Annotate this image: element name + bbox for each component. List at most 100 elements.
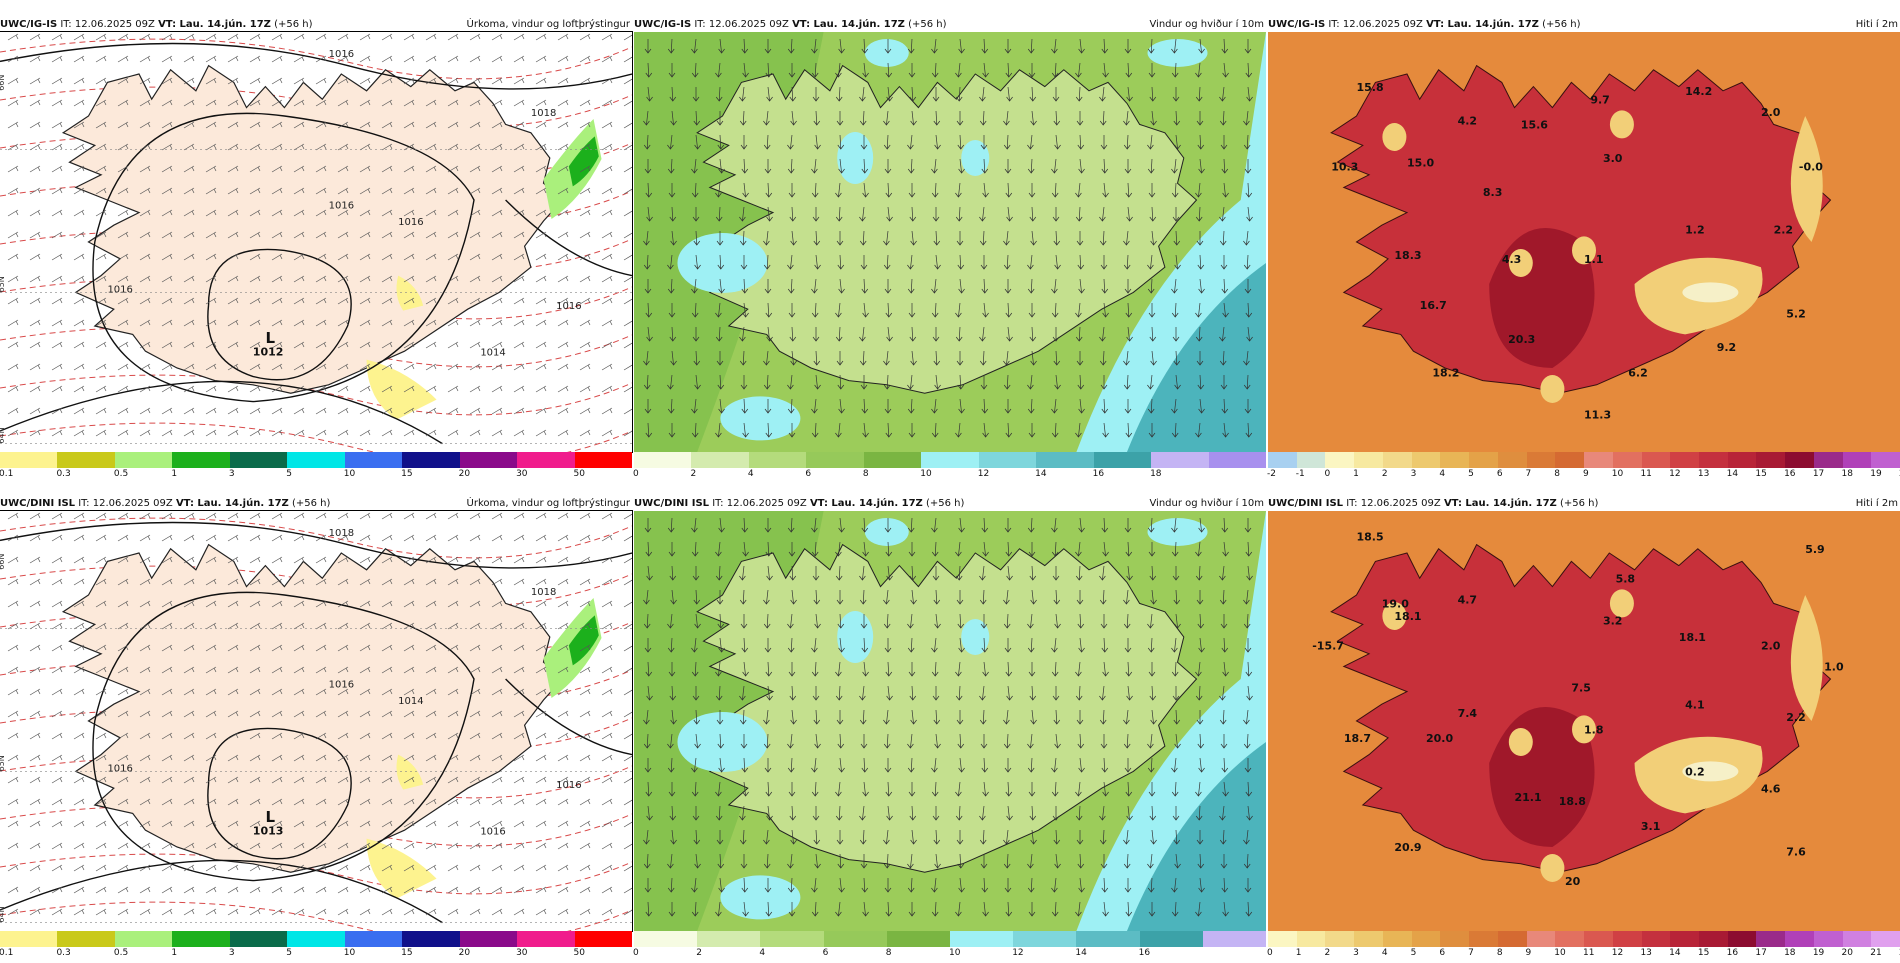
wind-zone	[1126, 263, 1266, 452]
glacier-zone	[1508, 728, 1533, 756]
wind-barb	[7, 209, 19, 217]
wind-arrow	[836, 710, 844, 725]
wind-arrow	[812, 806, 820, 821]
wind-barb	[95, 622, 107, 630]
wind-arrow	[979, 565, 986, 581]
wind-barb	[601, 556, 613, 564]
wind-barb	[469, 622, 481, 630]
wind-barb	[73, 776, 85, 784]
wind-barb	[315, 820, 327, 828]
wind-arrow	[1124, 758, 1132, 773]
wind-barb	[183, 165, 195, 173]
temperature-value-label: 4.6	[1761, 782, 1781, 795]
wind-arrow	[1052, 806, 1060, 821]
wind-arrow	[741, 398, 749, 414]
wind-barb	[557, 187, 569, 195]
wind-arrow	[693, 709, 701, 725]
wind-arrow	[1148, 902, 1156, 917]
wind-barb	[535, 55, 547, 63]
colorbar-swatch	[172, 931, 230, 947]
wind-barb	[447, 297, 459, 305]
map-view[interactable]: L 1013 1018 1016 1014 1016 1016 1016 1018 66N 65N 6…	[0, 510, 633, 932]
wind-arrow	[885, 182, 893, 198]
wind-barb	[601, 732, 613, 740]
wind-barb	[117, 908, 129, 916]
wind-arrow	[1027, 254, 1034, 270]
wind-barb	[491, 732, 503, 740]
wind-arrow	[788, 303, 796, 318]
colorbar-tick-label: 10	[1611, 469, 1624, 479]
wind-arrow	[861, 278, 869, 294]
wind-barb	[293, 341, 305, 349]
wind-arrow	[742, 541, 749, 557]
wind-barb	[293, 407, 305, 415]
wind-barb	[51, 429, 63, 437]
wind-arrow	[742, 62, 749, 78]
wind-barb	[161, 209, 173, 217]
wind-arrow	[1004, 159, 1012, 174]
glacier-zone	[1682, 761, 1739, 782]
precip-patch	[396, 754, 424, 790]
wind-arrow	[763, 230, 770, 246]
wind-barb	[227, 363, 239, 371]
wind-barb	[491, 578, 503, 586]
map-view[interactable]: 15.8 4.2 9.7 14.2 2.0 10.3 15.0 15.6 3.0 -0.0 8.3 1…	[1268, 32, 1900, 452]
wind-barb	[29, 776, 41, 784]
wind-arrow	[1052, 87, 1060, 102]
wind-arrow	[885, 901, 893, 917]
temperature-value-label: 7.5	[1571, 682, 1591, 695]
temperature-value-label: 8.3	[1483, 186, 1503, 199]
wind-arrow	[907, 398, 915, 414]
wind-barb	[227, 512, 239, 520]
wind-barb	[359, 688, 371, 696]
wind-arrow	[955, 86, 963, 102]
wind-arrow	[1029, 86, 1037, 102]
wind-barb	[579, 864, 591, 872]
wind-barb	[161, 253, 173, 261]
wind-arrow	[1077, 853, 1085, 869]
wind-arrow	[885, 661, 893, 677]
map-view[interactable]	[634, 32, 1266, 452]
wind-barb	[535, 908, 547, 916]
wind-barb	[293, 165, 305, 173]
wind-barb	[95, 55, 107, 63]
wind-barb	[73, 99, 85, 107]
wind-barb	[623, 689, 632, 696]
lead-time: (+56 h)	[925, 498, 965, 509]
wind-barb	[359, 886, 371, 894]
wind-arrow	[740, 255, 748, 270]
wind-arrow	[715, 206, 723, 222]
wind-arrow	[1196, 111, 1204, 126]
wind-arrow	[813, 589, 821, 605]
wind-arrow	[1219, 565, 1226, 581]
wind-barb	[161, 754, 173, 762]
map-view[interactable]	[634, 511, 1266, 931]
temperature-value-label: 7.6	[1786, 845, 1806, 858]
wind-barb	[425, 578, 437, 586]
wind-arrow	[1099, 805, 1106, 821]
wind-barb	[73, 710, 85, 718]
wind-arrow	[1051, 278, 1058, 294]
wind-barb	[425, 886, 437, 894]
wind-arrow	[981, 637, 989, 653]
wind-arrow	[693, 110, 701, 126]
colorbar-tick-label: 50	[573, 469, 585, 479]
wind-barb	[447, 275, 459, 283]
map-view[interactable]: L 1012 1016 1016 1016 1016 1014 1016 1018 66N 65N 6…	[0, 31, 633, 453]
wind-arrow	[1171, 302, 1179, 318]
wind-barb	[183, 908, 195, 916]
wind-barb	[425, 297, 437, 305]
wind-arrow	[981, 757, 989, 773]
wind-barb	[381, 55, 393, 63]
wind-barb	[205, 275, 217, 283]
wind-arrow	[884, 878, 892, 893]
wind-arrow	[859, 86, 866, 102]
wind-arrow	[835, 302, 842, 318]
wind-arrow	[886, 86, 893, 102]
wind-arrow	[1222, 781, 1229, 797]
wind-barb	[139, 886, 151, 894]
wind-barb	[139, 644, 151, 652]
wind-arrow	[1099, 709, 1107, 725]
map-view[interactable]: 18.5 5.9 19.0 4.7 5.8 -15.7 3.2 18.1 18.1 2.0 1.0 7…	[1268, 511, 1900, 931]
wind-barb	[579, 77, 591, 85]
